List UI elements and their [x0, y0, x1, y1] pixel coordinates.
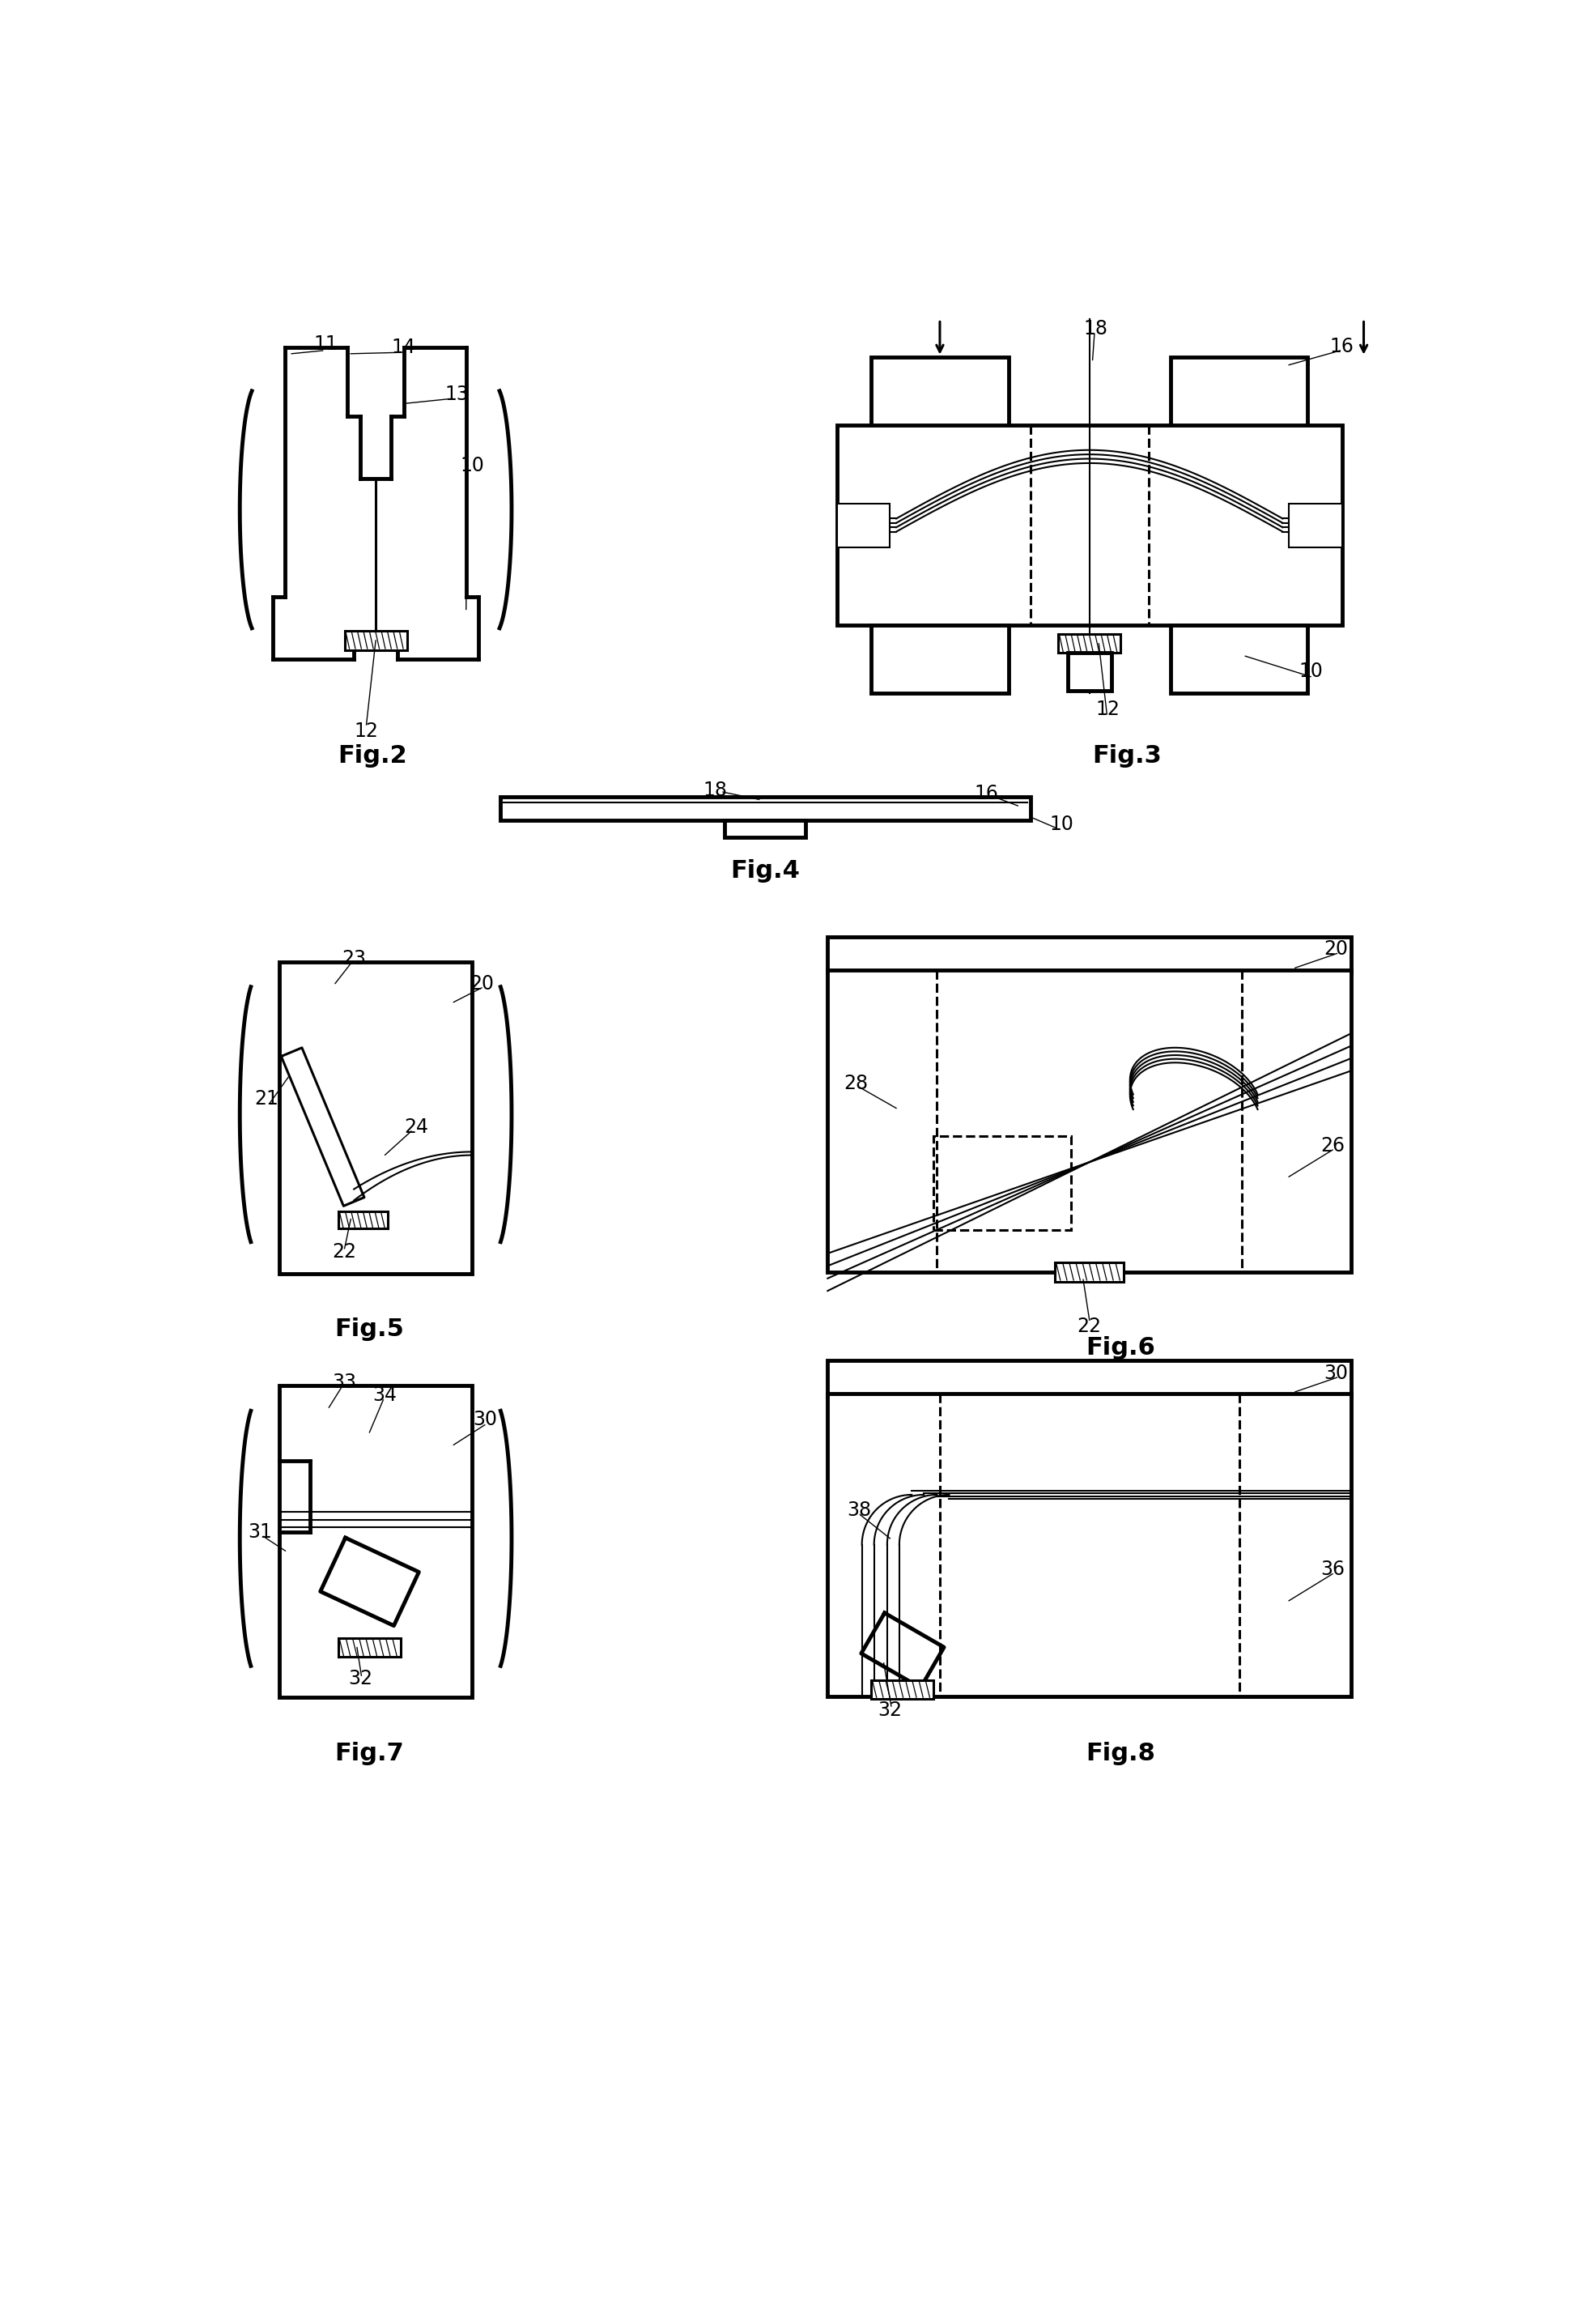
Bar: [1055, 1262, 1123, 1281]
Text: Fig.5: Fig.5: [334, 1318, 404, 1341]
Text: Fig.3: Fig.3: [1091, 744, 1161, 767]
Text: 32: 32: [877, 1701, 902, 1720]
Text: 32: 32: [349, 1669, 372, 1687]
Text: 21: 21: [254, 1090, 279, 1109]
Text: 34: 34: [372, 1385, 397, 1404]
Bar: [871, 1680, 934, 1699]
Bar: [500, 797, 1030, 820]
Bar: [724, 820, 806, 837]
Text: 20: 20: [470, 974, 494, 992]
Text: 20: 20: [1323, 939, 1347, 960]
Bar: [337, 1638, 401, 1657]
Text: 30: 30: [473, 1411, 497, 1429]
Text: Fig.6: Fig.6: [1085, 1336, 1154, 1360]
Bar: [1068, 653, 1110, 690]
Text: 16: 16: [1329, 337, 1353, 356]
Text: 24: 24: [404, 1118, 427, 1136]
Bar: [828, 937, 1350, 974]
Text: 22: 22: [333, 1241, 356, 1262]
Text: 33: 33: [333, 1373, 356, 1392]
Text: 13: 13: [445, 383, 468, 404]
Text: 36: 36: [1320, 1559, 1344, 1580]
Bar: [836, 425, 1340, 625]
Text: 26: 26: [1320, 1136, 1344, 1155]
Text: Fig.8: Fig.8: [1085, 1741, 1154, 1766]
Bar: [1288, 504, 1340, 546]
Bar: [279, 962, 472, 1274]
Text: 31: 31: [248, 1522, 273, 1541]
Text: 10: 10: [1298, 662, 1322, 681]
Text: 22: 22: [1077, 1318, 1101, 1336]
Bar: [828, 969, 1350, 1271]
Bar: [836, 504, 889, 546]
Bar: [1170, 358, 1307, 428]
Text: 18: 18: [1083, 318, 1107, 339]
Bar: [871, 625, 1008, 693]
Text: 28: 28: [844, 1074, 867, 1092]
Text: Fig.7: Fig.7: [334, 1741, 404, 1766]
Text: 12: 12: [355, 720, 378, 741]
Text: Fig.2: Fig.2: [337, 744, 407, 767]
Bar: [337, 1211, 388, 1229]
Text: 23: 23: [342, 948, 366, 969]
Text: 10: 10: [1049, 816, 1072, 834]
Text: 11: 11: [314, 335, 337, 353]
Bar: [1058, 634, 1120, 653]
Text: 30: 30: [1323, 1364, 1347, 1383]
Text: 14: 14: [391, 337, 416, 358]
Bar: [828, 1394, 1350, 1697]
Text: Fig.4: Fig.4: [730, 860, 800, 883]
Bar: [934, 1136, 1071, 1229]
Text: 38: 38: [847, 1501, 871, 1520]
Text: 12: 12: [1096, 700, 1120, 718]
Bar: [871, 358, 1008, 428]
Bar: [279, 1385, 472, 1697]
Text: 16: 16: [975, 783, 998, 804]
Text: 10: 10: [460, 456, 484, 476]
Text: 18: 18: [703, 781, 727, 799]
Bar: [344, 632, 407, 651]
Bar: [828, 1360, 1350, 1397]
Bar: [1170, 625, 1307, 693]
